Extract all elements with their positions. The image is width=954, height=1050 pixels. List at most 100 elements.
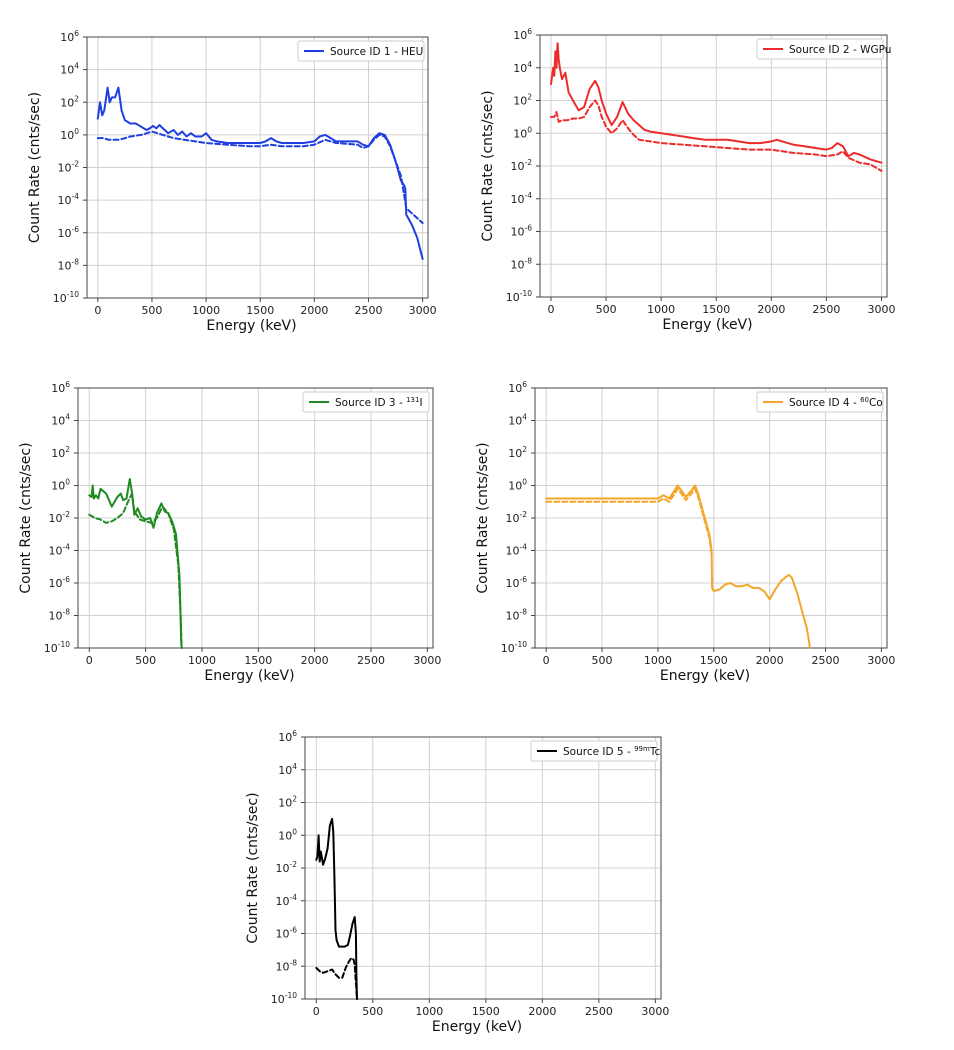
y-tick-label: 106 xyxy=(51,380,70,395)
y-tick-label: 100 xyxy=(508,478,527,493)
legend: Source ID 3 - 131I xyxy=(302,391,430,413)
y-axis-label: Count Rate (cnts/sec) xyxy=(475,442,491,593)
x-tick-label: 2000 xyxy=(757,303,785,316)
plot-frame xyxy=(77,387,434,649)
y-tick-label: 102 xyxy=(51,445,70,460)
legend-label: Source ID 4 - 60Co xyxy=(789,396,883,409)
x-tick-label: 0 xyxy=(543,654,550,667)
series-line-solid xyxy=(545,484,811,649)
x-tick-label: 0 xyxy=(548,303,555,316)
y-tick-label: 10-6 xyxy=(58,225,80,240)
series-line-dashed xyxy=(96,130,424,224)
legend-box xyxy=(530,740,658,762)
legend-box xyxy=(756,391,884,413)
y-tick-label: 10-10 xyxy=(506,289,532,304)
series-line-dashed xyxy=(88,492,183,649)
y-tick-label: 10-4 xyxy=(506,543,528,558)
x-tick-label: 500 xyxy=(141,304,162,317)
chart-panel-1: 0 500 1000 1500 2000 2500 3000 10-10 10-8 10-6 10-… xyxy=(27,29,437,334)
x-axis-label: Energy (keV) xyxy=(206,318,296,334)
x-axis-label: Energy (keV) xyxy=(432,1019,522,1035)
legend: Source ID 5 - 99mTc xyxy=(530,740,660,762)
y-tick-label: 100 xyxy=(60,127,79,142)
legend-box xyxy=(756,38,884,60)
legend-box xyxy=(297,40,425,62)
y-tick-label: 10-2 xyxy=(276,860,298,875)
x-tick-label: 2500 xyxy=(585,1005,613,1018)
x-axis-label: Energy (keV) xyxy=(662,317,752,333)
plot-frame xyxy=(534,387,888,649)
y-tick-label: 100 xyxy=(278,827,297,842)
plot-frame xyxy=(86,36,429,299)
x-tick-label: 500 xyxy=(596,303,617,316)
y-tick-label: 10-6 xyxy=(49,575,71,590)
x-tick-label: 3000 xyxy=(409,304,437,317)
x-tick-label: 2000 xyxy=(300,304,328,317)
y-tick-label: 10-8 xyxy=(511,256,533,271)
y-tick-label: 10-6 xyxy=(276,926,298,941)
x-tick-label: 0 xyxy=(94,304,101,317)
x-tick-label: 1500 xyxy=(702,303,730,316)
x-tick-label: 1000 xyxy=(192,304,220,317)
x-tick-label: 2500 xyxy=(812,303,840,316)
x-tick-label: 1500 xyxy=(472,1005,500,1018)
x-tick-label: 500 xyxy=(592,654,613,667)
y-tick-label: 10-4 xyxy=(58,192,80,207)
legend-label: Source ID 3 - 131I xyxy=(335,396,423,409)
y-tick-label: 102 xyxy=(278,795,297,810)
y-tick-label: 100 xyxy=(513,125,532,140)
x-tick-label: 1000 xyxy=(647,303,675,316)
x-tick-label: 0 xyxy=(313,1005,320,1018)
x-axis-label: Energy (keV) xyxy=(660,668,750,684)
y-tick-label: 10-4 xyxy=(276,893,298,908)
y-tick-label: 10-10 xyxy=(271,991,297,1006)
chart-panel-3: 0 500 1000 1500 2000 2500 3000 10-10 10-8 10-6 10-… xyxy=(18,380,441,684)
x-tick-label: 1000 xyxy=(188,654,216,667)
y-tick-label: 10-4 xyxy=(511,191,533,206)
x-tick-label: 1000 xyxy=(415,1005,443,1018)
x-tick-label: 2000 xyxy=(756,654,784,667)
y-tick-label: 10-4 xyxy=(49,543,71,558)
series-line-dashed xyxy=(545,487,713,555)
y-tick-label: 102 xyxy=(513,93,532,108)
x-tick-label: 500 xyxy=(362,1005,383,1018)
legend-label: Source ID 2 - WGPu xyxy=(789,44,891,56)
x-tick-label: 3000 xyxy=(867,303,895,316)
y-tick-label: 10-2 xyxy=(58,160,80,175)
y-tick-label: 10-10 xyxy=(501,640,527,655)
y-tick-label: 10-6 xyxy=(511,224,533,239)
x-tick-label: 2500 xyxy=(357,654,385,667)
y-tick-label: 100 xyxy=(51,478,70,493)
y-tick-label: 10-8 xyxy=(49,608,71,623)
y-tick-label: 104 xyxy=(51,413,70,428)
x-tick-label: 1500 xyxy=(246,304,274,317)
y-tick-label: 102 xyxy=(508,445,527,460)
y-tick-label: 106 xyxy=(60,29,79,44)
y-tick-label: 106 xyxy=(508,380,527,395)
y-axis-label: Count Rate (cnts/sec) xyxy=(480,90,496,241)
series-line-solid xyxy=(550,42,883,164)
y-tick-label: 10-2 xyxy=(506,510,528,525)
y-tick-label: 10-2 xyxy=(49,510,71,525)
y-axis-label: Count Rate (cnts/sec) xyxy=(245,792,261,943)
chart-panel-2: 0 500 1000 1500 2000 2500 3000 10-10 10-8 10-6 10-… xyxy=(480,27,895,333)
legend-box xyxy=(302,391,430,413)
x-tick-label: 500 xyxy=(135,654,156,667)
x-tick-label: 3000 xyxy=(641,1005,669,1018)
series-line-dashed xyxy=(315,957,358,1000)
x-tick-label: 2500 xyxy=(812,654,840,667)
y-tick-label: 10-10 xyxy=(53,290,79,305)
x-tick-label: 1500 xyxy=(244,654,272,667)
series-line-solid xyxy=(96,86,424,260)
chart-panel-4: 0 500 1000 1500 2000 2500 3000 10-10 10-8 10-6 10-… xyxy=(475,380,895,684)
y-tick-label: 104 xyxy=(513,60,532,75)
y-tick-label: 104 xyxy=(508,413,527,428)
y-tick-label: 104 xyxy=(60,62,79,77)
series-line-solid xyxy=(315,817,358,1000)
x-tick-label: 3000 xyxy=(413,654,441,667)
plot-frame xyxy=(304,736,662,1000)
x-tick-label: 2000 xyxy=(528,1005,556,1018)
y-tick-label: 10-2 xyxy=(511,158,533,173)
y-tick-label: 10-10 xyxy=(44,640,70,655)
